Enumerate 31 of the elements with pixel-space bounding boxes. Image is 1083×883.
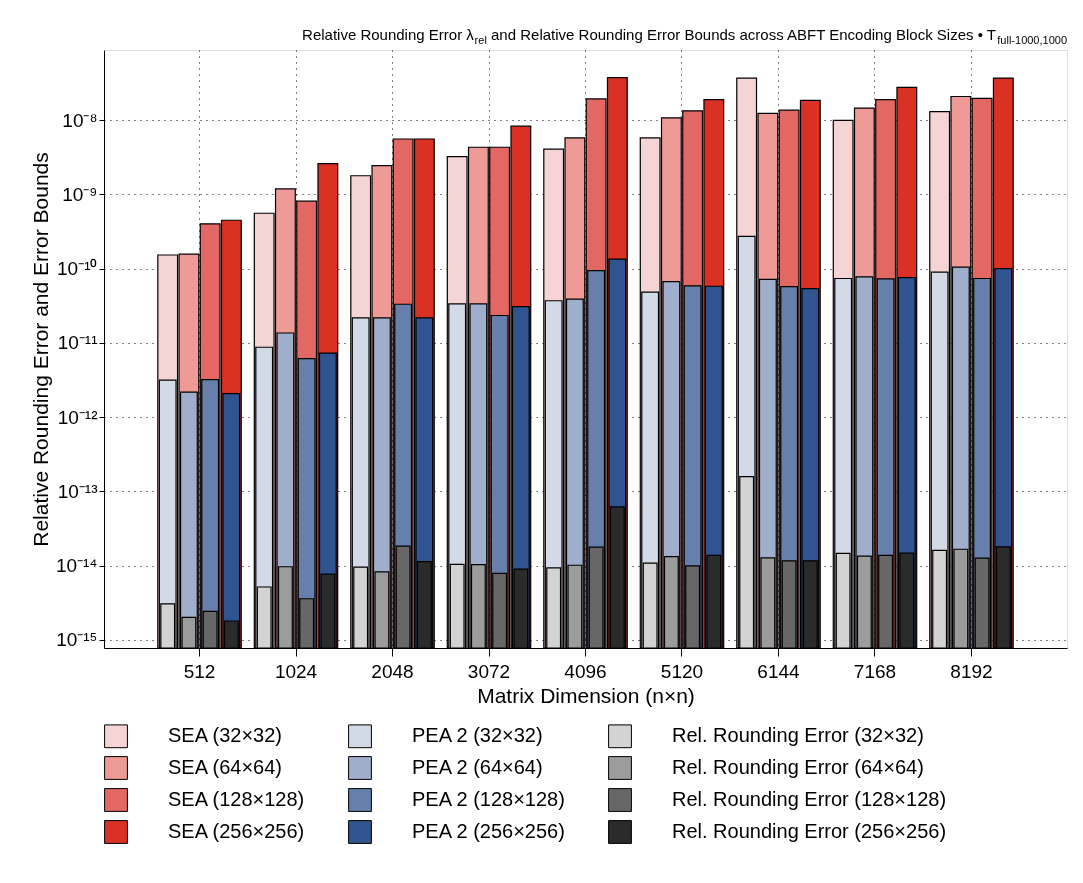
legend-label: PEA 2 (32×32) — [412, 724, 543, 747]
y-tick-label: 10⁻¹⁴ — [55, 555, 98, 577]
y-axis-title: Relative Rounding Error and Error Bounds — [28, 152, 52, 547]
y-tick-label: 10⁻⁹ — [62, 183, 98, 205]
x-tick-label: 2048 — [371, 660, 414, 682]
y-tick-label: 10⁻¹² — [57, 406, 98, 428]
x-tick-label: 7168 — [853, 660, 897, 682]
legend-label: PEA 2 (256×256) — [412, 820, 565, 842]
x-tick-label: 5120 — [660, 660, 704, 682]
x-tick-label: 1024 — [274, 660, 318, 682]
y-tick-label: 10⁻⁸ — [62, 109, 98, 131]
legend-label: SEA (256×256) — [168, 820, 305, 842]
y-tick-label: 10⁻¹³ — [57, 480, 98, 502]
legend-label: Rel. Rounding Error (64×64) — [672, 756, 924, 778]
x-tick-label: 4096 — [564, 660, 607, 682]
legend-label: SEA (128×128) — [168, 788, 305, 810]
x-axis-title: Matrix Dimension (n×n) — [477, 683, 695, 707]
y-tick-label: 10⁻¹⁵ — [56, 629, 98, 651]
legend-label: PEA 2 (128×128) — [412, 788, 565, 810]
x-tick-label: 3072 — [467, 660, 511, 682]
legend-label: Rel. Rounding Error (128×128) — [672, 788, 947, 810]
y-tick-label: 10⁻¹⁰ — [57, 258, 98, 280]
x-tick-label: 512 — [183, 660, 216, 682]
legend-label: Rel. Rounding Error (256×256) — [672, 820, 947, 842]
x-tick-label: 6144 — [757, 660, 801, 682]
legend-label: PEA 2 (64×64) — [412, 756, 543, 778]
legend-label: SEA (32×32) — [168, 724, 282, 747]
x-tick-label: 8192 — [950, 660, 993, 682]
legend-label: SEA (64×64) — [168, 756, 282, 778]
legend-label: Rel. Rounding Error (32×32) — [672, 724, 924, 747]
y-tick-label: 10⁻¹¹ — [57, 332, 98, 354]
